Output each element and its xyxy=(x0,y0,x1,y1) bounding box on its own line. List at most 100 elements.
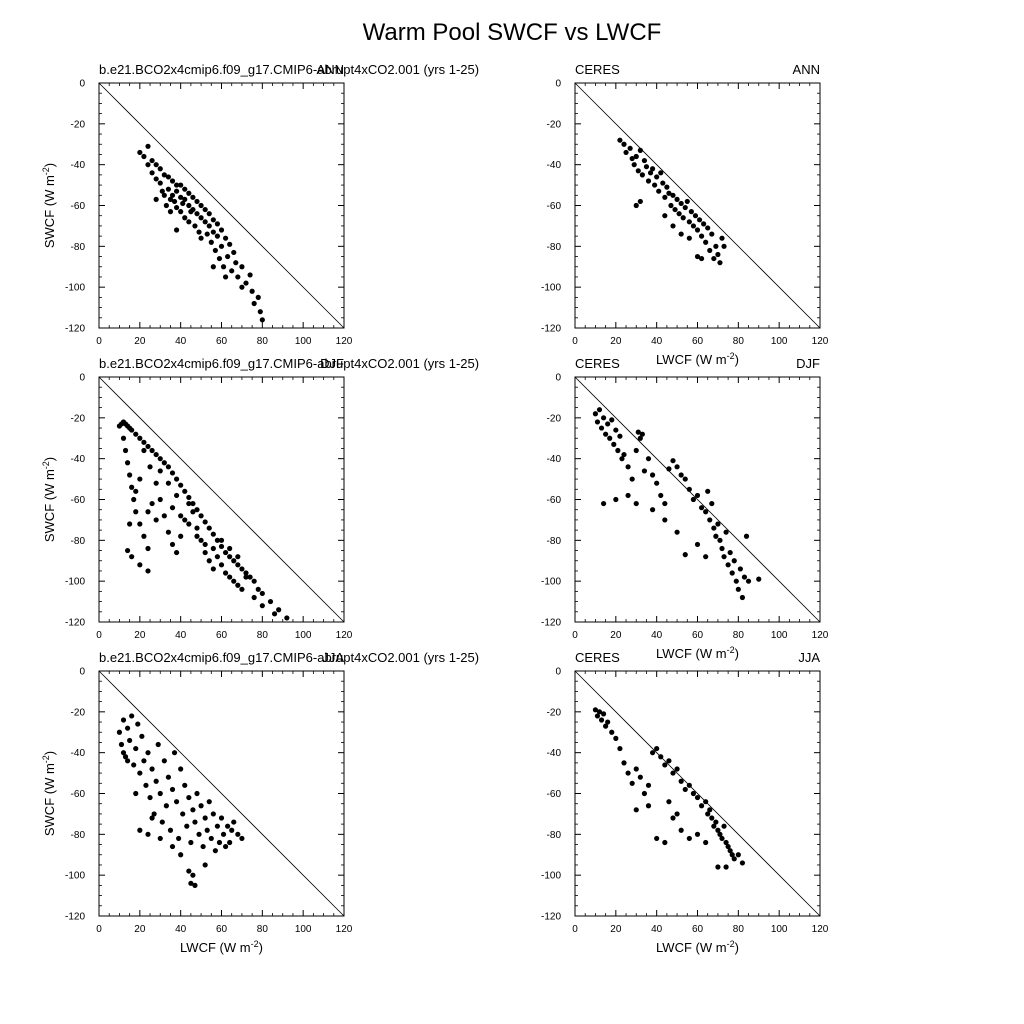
data-point xyxy=(594,419,601,425)
data-point xyxy=(143,782,149,788)
data-point xyxy=(698,505,705,511)
data-point xyxy=(688,209,694,215)
data-point xyxy=(662,213,668,219)
data-point xyxy=(227,574,233,580)
data-point xyxy=(652,182,658,188)
reference-line xyxy=(98,82,345,329)
y-tick-label: -80 xyxy=(71,536,86,547)
data-point xyxy=(167,196,174,202)
x-tick-label: 120 xyxy=(336,630,353,641)
data-point xyxy=(127,737,133,744)
y-tick-label: -20 xyxy=(547,707,562,718)
data-point xyxy=(658,170,664,176)
x-tick-label: 0 xyxy=(572,630,578,641)
x-tick-label: 80 xyxy=(733,336,745,347)
data-point xyxy=(137,435,143,441)
y-tick-label: -60 xyxy=(71,789,86,800)
data-point xyxy=(645,803,652,809)
data-point xyxy=(214,221,221,227)
data-point xyxy=(182,488,188,494)
data-point xyxy=(202,862,208,868)
data-point xyxy=(711,525,717,531)
data-point xyxy=(198,803,204,809)
data-point xyxy=(660,180,666,186)
y-tick-label: 0 xyxy=(79,79,85,90)
data-point xyxy=(596,709,603,715)
data-point xyxy=(222,549,229,556)
x-axis-label: LWCF (W m-2) xyxy=(656,939,739,955)
scatter-panel: 0 20 40 60 80 100 120 0 -20 -40 -60 -80 -100 -120 CERE… xyxy=(541,650,829,955)
panel-right-label: DJF xyxy=(320,356,344,371)
y-tick-label: -40 xyxy=(71,454,86,465)
data-point xyxy=(690,223,697,229)
data-point xyxy=(157,835,163,842)
data-point xyxy=(153,451,159,458)
panel-right-label: JJA xyxy=(798,650,820,665)
data-point xyxy=(227,241,233,247)
data-point xyxy=(186,868,192,874)
data-point xyxy=(603,431,609,437)
panel-grid: 0 20 40 60 80 100 120 0 -20 -40 -60 -80 -100 -120 b.e2… xyxy=(41,62,829,955)
data-point xyxy=(674,464,680,470)
data-point xyxy=(658,754,664,760)
y-tick-label: -100 xyxy=(65,577,85,588)
data-point xyxy=(161,172,167,178)
data-point xyxy=(596,407,603,413)
data-point xyxy=(629,476,635,482)
data-point xyxy=(178,482,184,488)
data-point xyxy=(247,574,253,580)
data-point xyxy=(163,803,169,809)
scatter-panel: 0 20 40 60 80 100 120 0 -20 -40 -60 -80 -100 -120 CERE… xyxy=(541,62,829,367)
data-point xyxy=(171,750,178,756)
data-point xyxy=(206,799,212,805)
data-point xyxy=(225,253,231,260)
data-point xyxy=(694,794,701,801)
data-point xyxy=(662,839,668,846)
data-point xyxy=(284,615,290,621)
data-point xyxy=(257,309,263,315)
data-point xyxy=(639,172,645,178)
y-axis-label: SWCF (W m-2) xyxy=(41,163,57,248)
data-point xyxy=(592,707,599,713)
data-point xyxy=(157,790,163,797)
x-tick-label: 100 xyxy=(771,924,788,935)
x-tick-label: 0 xyxy=(572,336,578,347)
x-tick-label: 20 xyxy=(134,924,146,935)
data-point xyxy=(664,184,670,190)
data-point xyxy=(637,435,643,441)
data-point xyxy=(194,790,200,797)
data-point xyxy=(617,433,623,439)
data-point xyxy=(178,766,184,772)
data-point xyxy=(178,513,184,519)
data-point xyxy=(198,537,204,543)
data-point xyxy=(725,562,731,568)
reference-line xyxy=(574,670,821,917)
data-point xyxy=(198,202,204,209)
x-tick-label: 80 xyxy=(733,630,745,641)
data-point xyxy=(131,496,137,503)
panel-left-label: CERES xyxy=(575,356,620,371)
data-point xyxy=(214,233,221,239)
data-point xyxy=(149,447,155,454)
data-point xyxy=(731,558,737,564)
data-point xyxy=(165,529,172,535)
data-point xyxy=(643,164,650,170)
data-point xyxy=(204,827,210,833)
data-point xyxy=(713,533,719,539)
data-point xyxy=(666,190,672,196)
y-tick-label: -120 xyxy=(541,324,561,335)
data-point xyxy=(247,272,253,278)
data-point xyxy=(182,215,188,221)
data-point xyxy=(682,204,688,211)
data-point xyxy=(251,300,257,307)
panel-left-label: CERES xyxy=(575,62,620,77)
data-point xyxy=(190,500,196,507)
data-point xyxy=(658,492,664,499)
data-point xyxy=(696,217,703,223)
data-point xyxy=(231,578,237,584)
data-point xyxy=(178,194,184,200)
data-point xyxy=(662,762,668,768)
data-point xyxy=(609,417,615,423)
data-point xyxy=(173,492,180,499)
data-point xyxy=(218,543,225,550)
